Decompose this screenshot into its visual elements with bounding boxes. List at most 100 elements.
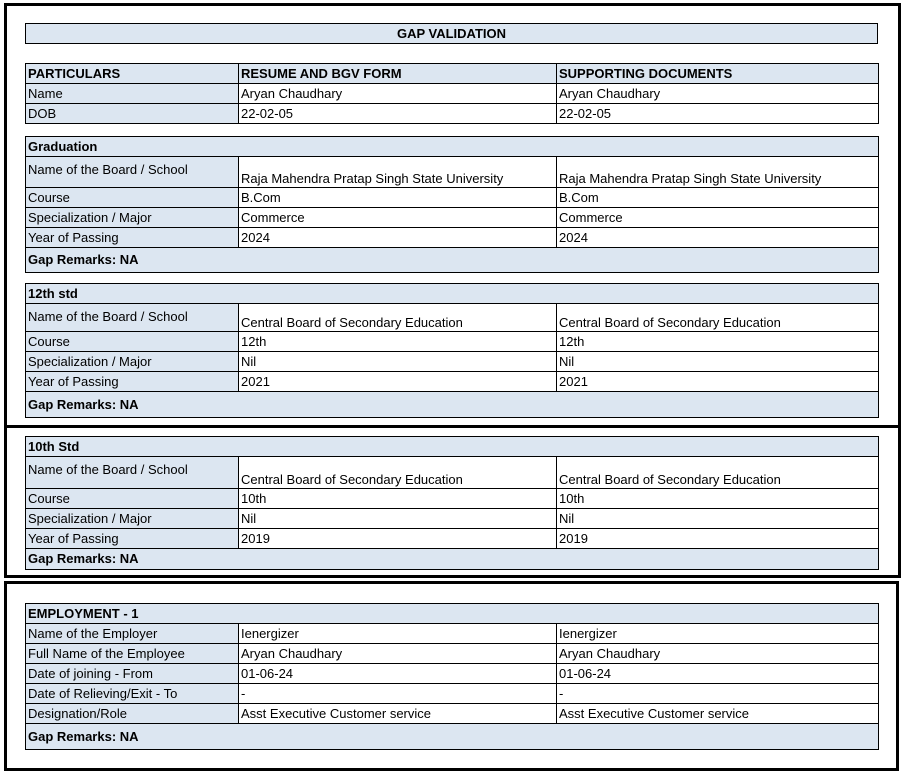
gap-remarks-row: Gap Remarks: NA bbox=[24, 723, 880, 750]
docs-value: Raja Mahendra Pratap Singh State Univers… bbox=[556, 156, 879, 188]
row-label: Name bbox=[25, 83, 239, 104]
page-frame-2 bbox=[4, 425, 901, 578]
docs-value: Aryan Chaudhary bbox=[555, 643, 880, 664]
resume-value: 2024 bbox=[238, 227, 557, 248]
table-row: Specialization / Major Commerce Commerce bbox=[25, 207, 879, 228]
section-table: 12th std Name of the Board / School Cent… bbox=[25, 283, 879, 418]
resume-value: Ienergizer bbox=[238, 623, 557, 644]
docs-value: Asst Executive Customer service bbox=[555, 703, 880, 724]
resume-value: Aryan Chaudhary bbox=[238, 643, 557, 664]
resume-value: Commerce bbox=[238, 207, 557, 228]
row-label: Full Name of the Employee bbox=[25, 643, 239, 664]
header-row: PARTICULARS RESUME AND BGV FORM SUPPORTI… bbox=[25, 63, 879, 84]
row-label: DOB bbox=[25, 103, 239, 124]
row-label: Course bbox=[25, 488, 239, 509]
table-row: Name of the Employer Ienergizer Ienergiz… bbox=[25, 623, 880, 644]
row-label: Specialization / Major bbox=[25, 508, 239, 529]
docs-value: 2024 bbox=[556, 227, 879, 248]
particulars-table: PARTICULARS RESUME AND BGV FORM SUPPORTI… bbox=[25, 63, 879, 124]
resume-value: Central Board of Secondary Education bbox=[238, 303, 557, 332]
header-documents: SUPPORTING DOCUMENTS bbox=[556, 63, 879, 84]
section-title: 10th Std bbox=[25, 436, 879, 457]
resume-value: 12th bbox=[238, 331, 557, 352]
docs-value: Commerce bbox=[556, 207, 879, 228]
table-row: Year of Passing 2019 2019 bbox=[25, 528, 879, 549]
resume-value: Nil bbox=[238, 508, 557, 529]
docs-value: Aryan Chaudhary bbox=[556, 83, 879, 104]
docs-value: Ienergizer bbox=[555, 623, 880, 644]
table-row: Year of Passing 2024 2024 bbox=[25, 227, 879, 248]
table-row: Specialization / Major Nil Nil bbox=[25, 351, 879, 372]
table-row: Designation/Role Asst Executive Customer… bbox=[25, 703, 880, 724]
table-row: Date of Relieving/Exit - To - - bbox=[25, 683, 880, 704]
section-header-row: EMPLOYMENT - 1 bbox=[24, 603, 880, 624]
resume-value: 22-02-05 bbox=[238, 103, 557, 124]
docs-value: 22-02-05 bbox=[556, 103, 879, 124]
section-header-row: 12th std bbox=[25, 283, 879, 304]
gap-remarks: Gap Remarks: NA bbox=[24, 723, 880, 750]
resume-value: Aryan Chaudhary bbox=[238, 83, 557, 104]
resume-value: 2019 bbox=[238, 528, 557, 549]
resume-value: 2021 bbox=[238, 371, 557, 392]
docs-value: Central Board of Secondary Education bbox=[556, 303, 879, 332]
table-row: Course 12th 12th bbox=[25, 331, 879, 352]
table-row: DOB 22-02-05 22-02-05 bbox=[25, 103, 879, 124]
docs-value: 12th bbox=[556, 331, 879, 352]
docs-value: Nil bbox=[556, 351, 879, 372]
table-row: Name Aryan Chaudhary Aryan Chaudhary bbox=[25, 83, 879, 104]
table-row: Year of Passing 2021 2021 bbox=[25, 371, 879, 392]
section-title: Graduation bbox=[25, 136, 879, 157]
page-frame-3 bbox=[4, 581, 899, 771]
docs-value: - bbox=[555, 683, 880, 704]
row-label: Name of the Board / School bbox=[25, 303, 239, 332]
gap-remarks-row: Gap Remarks: NA bbox=[25, 247, 879, 273]
resume-value: - bbox=[238, 683, 557, 704]
title-bar: GAP VALIDATION bbox=[25, 23, 878, 44]
table-row: Date of joining - From 01-06-24 01-06-24 bbox=[25, 663, 880, 684]
resume-value: B.Com bbox=[238, 187, 557, 208]
row-label: Name of the Board / School bbox=[25, 456, 239, 489]
table-row: Course B.Com B.Com bbox=[25, 187, 879, 208]
gap-remarks: Gap Remarks: NA bbox=[25, 548, 879, 570]
resume-value: Raja Mahendra Pratap Singh State Univers… bbox=[238, 156, 557, 188]
section-table: EMPLOYMENT - 1 Name of the Employer Iene… bbox=[24, 603, 880, 750]
header-particulars: PARTICULARS bbox=[25, 63, 239, 84]
resume-value: 01-06-24 bbox=[238, 663, 557, 684]
table-row: Name of the Board / School Central Board… bbox=[25, 303, 879, 332]
row-label: Year of Passing bbox=[25, 528, 239, 549]
docs-value: Central Board of Secondary Education bbox=[556, 456, 879, 489]
row-label: Course bbox=[25, 331, 239, 352]
row-label: Year of Passing bbox=[25, 371, 239, 392]
gap-remarks-row: Gap Remarks: NA bbox=[25, 548, 879, 570]
row-label: Name of the Board / School bbox=[25, 156, 239, 188]
gap-remarks: Gap Remarks: NA bbox=[25, 247, 879, 273]
section-header-row: 10th Std bbox=[25, 436, 879, 457]
resume-value: Central Board of Secondary Education bbox=[238, 456, 557, 489]
section-header-row: Graduation bbox=[25, 136, 879, 157]
row-label: Course bbox=[25, 187, 239, 208]
table-row: Specialization / Major Nil Nil bbox=[25, 508, 879, 529]
row-label: Name of the Employer bbox=[25, 623, 239, 644]
docs-value: 01-06-24 bbox=[555, 663, 880, 684]
page-title: GAP VALIDATION bbox=[25, 23, 878, 44]
resume-value: Nil bbox=[238, 351, 557, 372]
table-row: Course 10th 10th bbox=[25, 488, 879, 509]
row-label: Year of Passing bbox=[25, 227, 239, 248]
table-row: Full Name of the Employee Aryan Chaudhar… bbox=[25, 643, 880, 664]
docs-value: 10th bbox=[556, 488, 879, 509]
section-title: 12th std bbox=[25, 283, 879, 304]
docs-value: 2021 bbox=[556, 371, 879, 392]
row-label: Specialization / Major bbox=[25, 351, 239, 372]
resume-value: 10th bbox=[238, 488, 557, 509]
row-label: Designation/Role bbox=[25, 703, 239, 724]
section-title: EMPLOYMENT - 1 bbox=[24, 603, 880, 624]
section-table: 10th Std Name of the Board / School Cent… bbox=[25, 436, 879, 570]
table-row: Name of the Board / School Central Board… bbox=[25, 456, 879, 489]
row-label: Specialization / Major bbox=[25, 207, 239, 228]
docs-value: B.Com bbox=[556, 187, 879, 208]
row-label: Date of joining - From bbox=[25, 663, 239, 684]
table-row: Name of the Board / School Raja Mahendra… bbox=[25, 156, 879, 188]
section-table: Graduation Name of the Board / School Ra… bbox=[25, 136, 879, 273]
gap-remarks: Gap Remarks: NA bbox=[25, 391, 879, 418]
docs-value: Nil bbox=[556, 508, 879, 529]
